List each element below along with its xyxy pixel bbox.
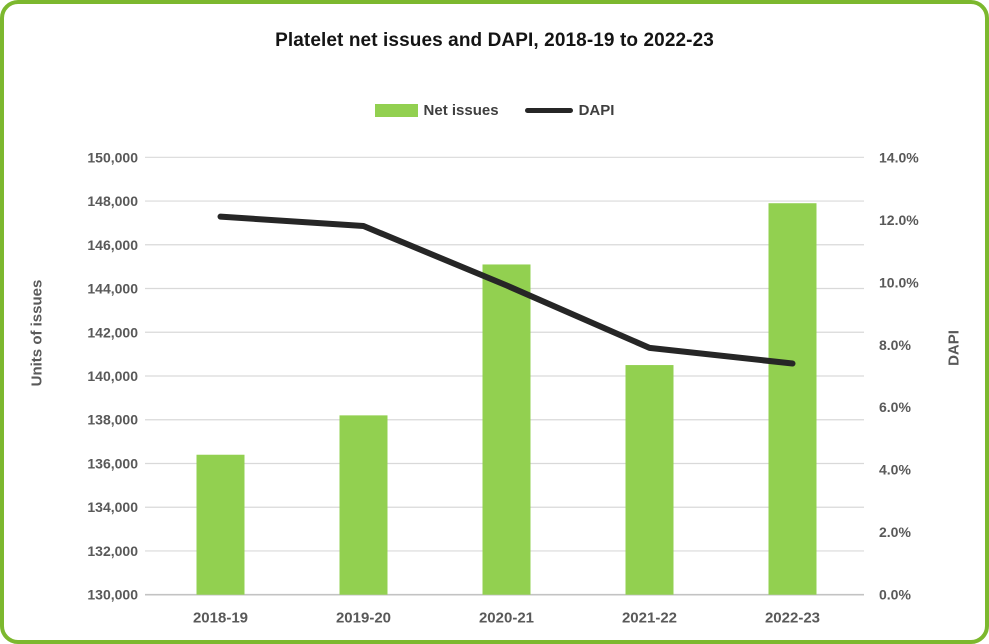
left-axis-tick-label: 146,000 [87,237,138,253]
chart-title: Platelet net issues and DAPI, 2018-19 to… [275,30,714,51]
legend-item-net-issues: Net issues [374,102,499,119]
right-axis-tick-label: 4.0% [879,462,911,478]
right-axis-tick-label: 10.0% [879,274,919,290]
x-axis-label: 2022-23 [765,610,820,627]
left-axis-tick-label: 138,000 [87,412,138,428]
left-axis-tick-label: 148,000 [87,193,138,209]
right-axis-tick-label: 12.0% [879,212,919,228]
left-axis-tick-label: 144,000 [87,281,138,297]
bar-2021-22 [625,365,674,595]
net-issues-swatch-icon [374,104,418,117]
left-axis-tick-label: 130,000 [87,587,138,603]
legend-item-dapi: DAPI [524,102,615,119]
bar-2022-23 [768,203,817,595]
bar-2019-20 [339,415,388,595]
x-axis-label: 2021-22 [622,610,677,627]
legend-label-net-issues: Net issues [423,102,499,119]
right-axis-tick-label: 8.0% [879,337,911,353]
dapi-line-swatch-icon [524,108,573,113]
left-axis-tick-label: 136,000 [87,455,138,471]
bar-2020-21 [482,264,531,595]
plot-area: 130,000 132,000 134,000 136,000 138,000 140,0… [87,149,919,627]
left-axis-tick-label: 134,000 [87,499,138,515]
right-axis-tick-label: 2.0% [879,524,911,540]
left-axis-tick-label: 150,000 [87,149,138,165]
legend-label-dapi: DAPI [578,102,615,119]
left-axis-tick-label: 132,000 [87,543,138,559]
right-axis-tick-label: 14.0% [879,149,919,165]
dapi-line [217,213,796,367]
right-axis-tick-label: 6.0% [879,399,911,415]
left-axis-tick-label: 142,000 [87,324,138,340]
x-axis-label: 2020-21 [479,610,534,627]
right-axis-tick-label: 0.0% [879,587,911,603]
x-axis-label: 2019-20 [336,610,391,627]
x-axis-label: 2018-19 [193,610,248,627]
bar-2018-19 [196,454,245,595]
legend: Net issues DAPI [4,102,985,119]
left-axis-tick-label: 140,000 [87,368,138,384]
